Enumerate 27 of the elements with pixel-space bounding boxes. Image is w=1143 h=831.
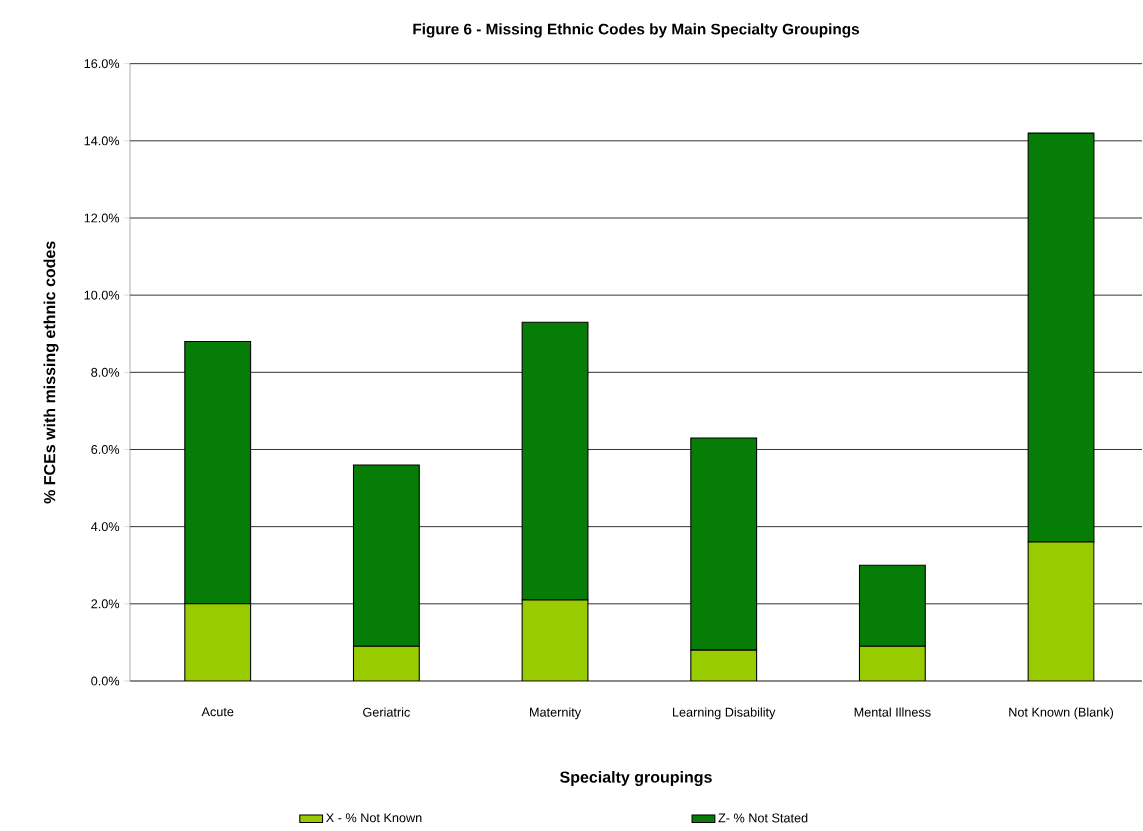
x-tick-label: Mental Illness: [854, 707, 931, 717]
bar: [858, 564, 926, 647]
legend-label: Z- % Not Stated: [718, 813, 808, 823]
chart-title: Figure 6 - Missing Ethnic Codes by Main Specialty Groupings: [413, 23, 860, 38]
bar: [184, 603, 252, 681]
y-tick-label: 12.0%: [84, 213, 120, 223]
y-tick-label: 8.0%: [91, 367, 120, 377]
y-tick-label: 0.0%: [91, 676, 120, 686]
y-tick-label: 16.0%: [84, 59, 120, 69]
x-tick-label: Acute: [201, 707, 234, 717]
x-tick-label: Not Known (Blank): [1009, 707, 1114, 720]
y-tick-label: 14.0%: [84, 136, 120, 146]
x-tick-label: Maternity: [530, 707, 582, 720]
x-tick-label: Learning Disability: [673, 707, 776, 720]
bar: [1027, 541, 1095, 681]
bar: [690, 649, 758, 681]
y-axis-title: % FCEs with missing ethnic codes: [43, 241, 59, 504]
x-tick-label: Geriatric: [363, 707, 410, 717]
y-tick-label: 2.0%: [91, 599, 120, 609]
y-tick-label: 4.0%: [91, 522, 120, 532]
y-tick-label: 6.0%: [91, 445, 120, 454]
bar: [352, 645, 420, 681]
x-axis-title: Specialty groupings: [560, 771, 712, 786]
bar: [521, 599, 589, 681]
legend-label: X - % Not Known: [326, 813, 422, 823]
y-tick-label: 10.0%: [84, 290, 120, 300]
bar: [858, 645, 926, 681]
